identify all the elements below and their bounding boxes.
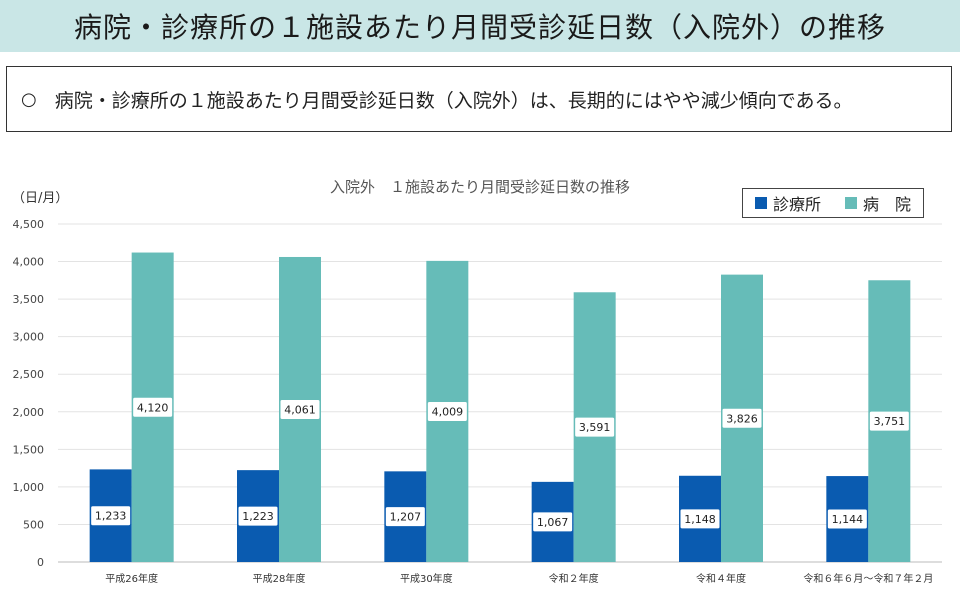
- y-axis-label: （日/月）: [12, 191, 68, 206]
- bar-chart: 入院外 １施設あたり月間受診延日数の推移 （日/月） 0 500 1,000 1,500 2…: [12, 178, 942, 585]
- y-tick-label: 500: [23, 518, 44, 531]
- legend-swatch-hospital: [844, 197, 857, 209]
- x-tick-label: 令和６年６月～令和７年２月: [803, 572, 933, 585]
- data-label-box: [575, 417, 615, 437]
- data-label-box: [427, 401, 467, 421]
- y-tick-label: 3,500: [13, 293, 45, 306]
- data-label: 1,067: [537, 516, 569, 529]
- data-label-box: [869, 411, 909, 431]
- legend-item-hospital: 病 院: [844, 191, 911, 215]
- data-label: 1,233: [95, 510, 127, 523]
- x-tick-label: 平成30年度: [400, 572, 453, 585]
- data-label: 4,120: [137, 401, 169, 414]
- data-label: 3,826: [726, 412, 758, 425]
- data-label-box: [91, 506, 131, 526]
- data-label: 1,148: [684, 513, 716, 526]
- summary-box: ○ 病院・診療所の１施設あたり月間受診延日数（入院外）は、長期的にはやや減少傾向…: [6, 66, 952, 132]
- data-label: 3,751: [874, 415, 906, 428]
- y-tick-label: 3,000: [13, 331, 45, 344]
- data-label-box: [133, 397, 173, 417]
- data-label: 4,009: [432, 405, 464, 418]
- data-label-box: [238, 506, 278, 526]
- data-label-box: [680, 509, 720, 529]
- page-title: 病院・診療所の１施設あたり月間受診延日数（入院外）の推移: [73, 11, 886, 44]
- y-tick-label: 4,500: [13, 218, 45, 231]
- x-tick-label: 平成28年度: [253, 572, 306, 585]
- summary-text: 病院・診療所の１施設あたり月間受診延日数（入院外）は、長期的にはやや減少傾向であ…: [54, 89, 853, 112]
- chart-legend: 診療所 病 院: [742, 188, 924, 218]
- data-label-box: [827, 509, 867, 529]
- data-label: 3,591: [579, 421, 611, 434]
- y-tick-label: 1,000: [13, 481, 45, 494]
- y-tick-label: 2,000: [13, 406, 45, 419]
- data-label: 4,061: [284, 403, 316, 416]
- x-tick-label: 平成26年度: [105, 572, 158, 585]
- x-tick-label: 令和４年度: [696, 572, 746, 585]
- y-tick-label: 2,500: [13, 368, 45, 381]
- legend-label-clinic: 診療所: [772, 195, 821, 214]
- data-label-box: [385, 507, 425, 527]
- data-label: 1,144: [832, 513, 864, 526]
- chart-title: 入院外 １施設あたり月間受診延日数の推移: [330, 178, 630, 196]
- y-tick-label: 1,500: [13, 443, 45, 456]
- data-label-box: [280, 399, 320, 419]
- x-tick-label: 令和２年度: [549, 572, 599, 585]
- data-label: 1,223: [242, 510, 274, 523]
- data-label-box: [722, 408, 762, 428]
- data-label: 1,207: [390, 511, 422, 524]
- title-bar: 病院・診療所の１施設あたり月間受診延日数（入院外）の推移: [0, 0, 960, 52]
- legend-label-hospital: 病 院: [862, 195, 911, 214]
- y-tick-label: 4,000: [13, 256, 45, 269]
- summary-bullet: ○: [21, 88, 37, 110]
- data-label-box: [533, 512, 573, 532]
- legend-item-clinic: 診療所: [754, 191, 821, 215]
- y-tick-label: 0: [37, 556, 44, 569]
- legend-swatch-clinic: [754, 197, 767, 209]
